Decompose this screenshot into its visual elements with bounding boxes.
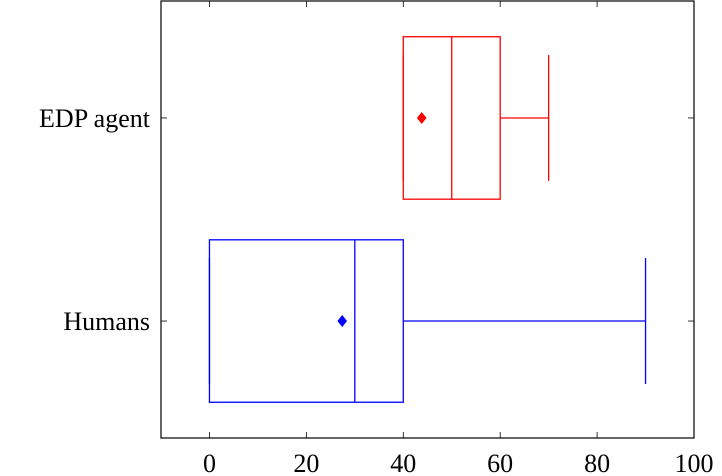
x-tick-label: 20 <box>293 449 319 476</box>
box-edp-agent <box>402 36 550 200</box>
box-humans <box>208 239 647 403</box>
y-tick-label: Humans <box>63 307 150 336</box>
x-tick-label: 40 <box>390 449 416 476</box>
mean-marker <box>416 111 427 124</box>
mean-marker <box>337 315 348 328</box>
x-tick-label: 80 <box>584 449 610 476</box>
plot-frame <box>160 0 695 439</box>
box-iqr <box>208 239 404 403</box>
x-tick-label: 100 <box>675 449 714 476</box>
y-tick-label: EDP agent <box>39 104 151 133</box>
x-tick-label: 0 <box>203 449 216 476</box>
x-tick-label: 60 <box>487 449 513 476</box>
